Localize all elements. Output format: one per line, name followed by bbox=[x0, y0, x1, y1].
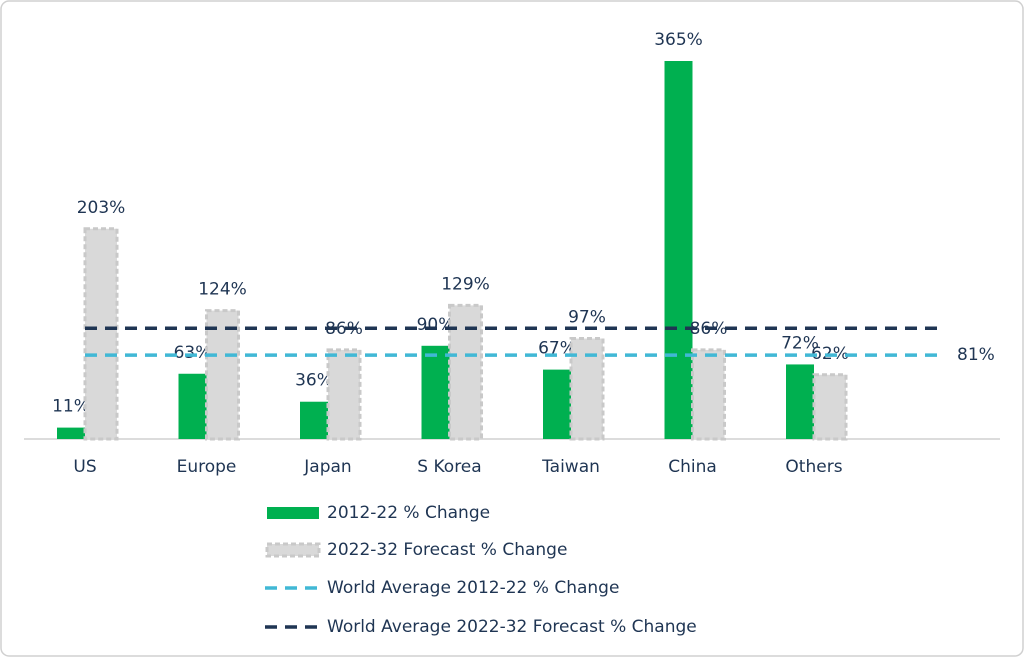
data-label: 11% bbox=[52, 397, 90, 417]
bar bbox=[812, 373, 848, 441]
data-label: 365% bbox=[654, 30, 703, 50]
bar bbox=[326, 348, 362, 441]
x-tick-label: China bbox=[668, 457, 717, 477]
legend-label: 2022-32 Forecast % Change bbox=[327, 540, 567, 560]
legend-label: 2012-22 % Change bbox=[327, 503, 490, 523]
x-tick-label: Others bbox=[785, 457, 842, 477]
bar bbox=[664, 61, 693, 439]
data-label: 36% bbox=[295, 371, 333, 391]
bar bbox=[543, 369, 571, 439]
x-tick-label: S Korea bbox=[417, 457, 481, 477]
data-label: 203% bbox=[77, 198, 126, 218]
bar bbox=[205, 309, 240, 441]
data-label: 124% bbox=[198, 280, 247, 300]
legend-label: World Average 2022-32 Forecast % Change bbox=[327, 617, 697, 637]
x-tick-label: Taiwan bbox=[541, 457, 600, 477]
legend-swatch bbox=[265, 542, 321, 558]
data-label: 86% bbox=[325, 319, 363, 339]
data-label: 63% bbox=[174, 343, 212, 363]
bar bbox=[57, 427, 85, 439]
bar bbox=[178, 373, 207, 439]
x-tick-label: Europe bbox=[177, 457, 237, 477]
data-label: 97% bbox=[568, 308, 606, 328]
data-label: 72% bbox=[781, 333, 819, 353]
x-tick-label: US bbox=[73, 457, 96, 477]
legend-label: World Average 2012-22 % Change bbox=[327, 578, 619, 598]
data-label: 129% bbox=[441, 274, 490, 294]
bar bbox=[786, 364, 814, 439]
bar bbox=[83, 227, 119, 441]
x-tick-label: Japan bbox=[303, 457, 351, 477]
reference-label: 81% bbox=[957, 345, 995, 365]
bar bbox=[691, 348, 726, 441]
legend-swatch bbox=[267, 507, 319, 519]
bar bbox=[300, 401, 328, 439]
bar bbox=[421, 345, 450, 439]
bar bbox=[448, 303, 483, 441]
